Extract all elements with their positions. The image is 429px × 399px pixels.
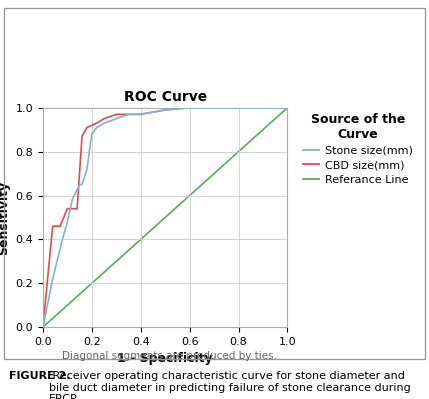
Text: Receiver operating characteristic curve for stone diameter and bile duct diamete: Receiver operating characteristic curve … <box>49 371 411 399</box>
Text: Diagonal segments are produced by ties.: Diagonal segments are produced by ties. <box>62 351 277 361</box>
Title: ROC Curve: ROC Curve <box>124 90 207 104</box>
X-axis label: 1 - Specificity: 1 - Specificity <box>118 352 213 365</box>
Text: FIGURE 2.: FIGURE 2. <box>9 371 70 381</box>
Legend: Stone size(mm), CBD size(mm), Referance Line: Stone size(mm), CBD size(mm), Referance … <box>303 113 413 185</box>
Y-axis label: Sensitivity: Sensitivity <box>0 180 10 255</box>
